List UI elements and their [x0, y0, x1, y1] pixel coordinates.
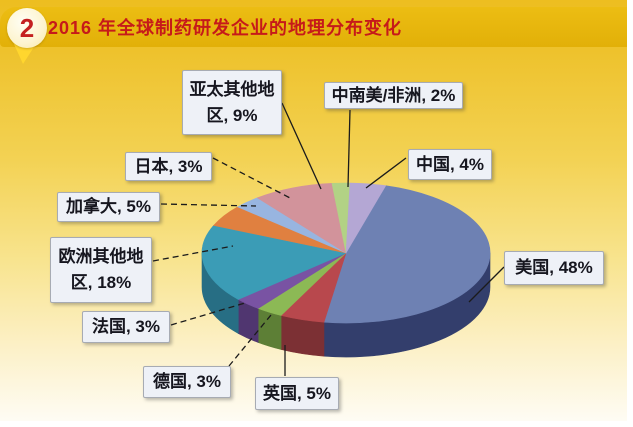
- callout-label: 区, 18%: [70, 273, 132, 292]
- callout-label: 法国, 3%: [91, 317, 161, 336]
- callout-france: 法国, 3%: [82, 311, 170, 343]
- callout-china: 中国, 4%: [408, 149, 492, 180]
- callout-canada: 加拿大, 5%: [57, 192, 160, 222]
- leader-line-china: [365, 157, 407, 189]
- callout-label: 中南美/非洲, 2%: [331, 85, 456, 105]
- callout-label: 德国, 3%: [152, 372, 222, 391]
- leader-line-canada: [160, 203, 257, 207]
- callout-label: 美国, 48%: [515, 258, 593, 277]
- leader-line-japan: [212, 157, 293, 200]
- leader-line-usa: [468, 266, 505, 303]
- callout-label: 欧洲其他地: [58, 247, 144, 266]
- leader-line-europe-other: [152, 245, 234, 262]
- chart-title: 2016 年全球制药研发企业的地理分布变化: [48, 18, 403, 38]
- pie-slice-apac-other: [256, 183, 347, 254]
- callout-japan: 日本, 3%: [125, 152, 212, 181]
- callout-label: 加拿大, 5%: [65, 197, 152, 216]
- callout-label: 日本, 3%: [134, 156, 203, 176]
- slide-number-badge: 2: [7, 8, 47, 48]
- frame-right: [627, 0, 633, 427]
- callout-label: 亚太其他地: [189, 79, 275, 99]
- leader-line-latam-africa: [347, 109, 351, 188]
- callout-germany: 德国, 3%: [143, 366, 231, 398]
- header-band: [0, 7, 627, 47]
- pie-slice-europe-other: [201, 225, 347, 300]
- callout-label: 区, 9%: [206, 105, 258, 125]
- callout-usa: 美国, 48%: [504, 251, 604, 285]
- callout-label: 中国, 4%: [415, 154, 485, 174]
- leader-line-apac-other: [281, 102, 322, 190]
- pie-slice-china: [345, 182, 387, 254]
- callout-apac-other: 亚太其他地区, 9%: [182, 70, 282, 135]
- frame-bottom: [0, 421, 633, 427]
- callout-latam-africa: 中南美/非洲, 2%: [324, 82, 463, 109]
- callout-label: 英国, 5%: [262, 383, 332, 403]
- leader-line-germany: [228, 314, 272, 367]
- leader-line-france: [170, 302, 246, 326]
- callout-uk: 英国, 5%: [255, 377, 339, 410]
- callout-europe-other: 欧洲其他地区, 18%: [50, 237, 152, 303]
